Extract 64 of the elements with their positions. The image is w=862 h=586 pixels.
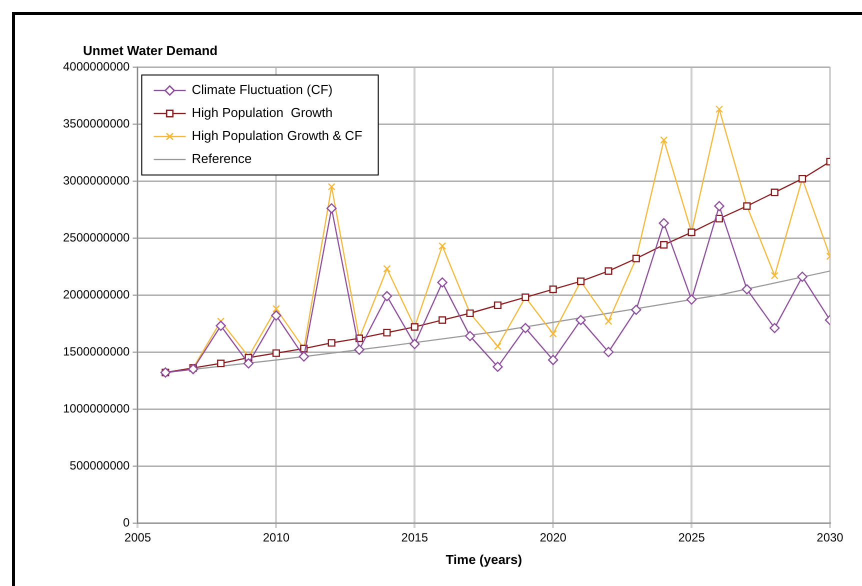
x-tick-label: 2010	[262, 530, 290, 545]
point	[549, 330, 557, 338]
legend-label: Climate Fluctuation (CF)	[192, 82, 333, 98]
y-tick-label: 3000000000	[62, 173, 130, 188]
y-tick-label: 4000000000	[62, 59, 130, 74]
point	[354, 344, 364, 355]
x-tick-label: 2005	[124, 530, 152, 545]
y-tick-label: 2500000000	[62, 230, 130, 244]
point	[770, 272, 778, 280]
point	[494, 301, 502, 310]
y-tick-label: 1000000000	[62, 401, 130, 416]
point	[328, 182, 336, 190]
x-tick-label: 2020	[540, 530, 567, 545]
point	[188, 364, 198, 374]
legend-label: Reference	[192, 151, 252, 166]
point	[631, 304, 642, 315]
point	[492, 362, 503, 372]
point	[437, 277, 448, 288]
point	[383, 265, 391, 273]
point	[576, 314, 586, 326]
x-tick-label: 2015	[401, 530, 428, 545]
point	[271, 310, 282, 321]
point	[603, 346, 614, 358]
point	[658, 218, 669, 228]
point	[549, 286, 557, 294]
point	[604, 317, 612, 325]
point	[494, 342, 502, 350]
point	[326, 203, 337, 214]
x-tick-label: 2025	[678, 530, 706, 545]
point	[298, 351, 309, 362]
point	[797, 272, 808, 282]
point	[715, 105, 724, 113]
point	[216, 320, 226, 331]
y-tick-label: 0	[123, 515, 130, 530]
point	[438, 316, 446, 324]
x-axis-title: Time (years)	[446, 552, 522, 567]
y-tick-label: 2000000000	[62, 287, 130, 302]
y-tick-label: 3500000000	[62, 116, 130, 130]
point	[328, 339, 336, 347]
point	[548, 354, 558, 366]
legend-label: High Population Growth	[192, 105, 333, 120]
point	[217, 360, 225, 368]
y-tick-label: 500000000	[70, 458, 130, 472]
point	[604, 267, 612, 275]
y-tick-label: 1500000000	[62, 344, 130, 358]
point	[770, 188, 778, 196]
point	[770, 322, 780, 334]
point	[714, 200, 724, 212]
point	[383, 328, 391, 336]
point	[438, 242, 446, 250]
y-axis-title: Unmet Water Demand	[83, 43, 218, 58]
x-tick-label: 2030	[816, 530, 844, 545]
point	[243, 358, 254, 368]
point	[742, 284, 752, 294]
point	[410, 338, 420, 350]
point	[464, 330, 476, 342]
point	[272, 304, 280, 312]
point	[382, 291, 392, 302]
point	[660, 241, 668, 249]
point	[272, 349, 280, 357]
point	[686, 294, 697, 305]
point	[520, 322, 531, 334]
legend-label: High Population Growth & CF	[192, 128, 362, 144]
point	[660, 136, 668, 144]
